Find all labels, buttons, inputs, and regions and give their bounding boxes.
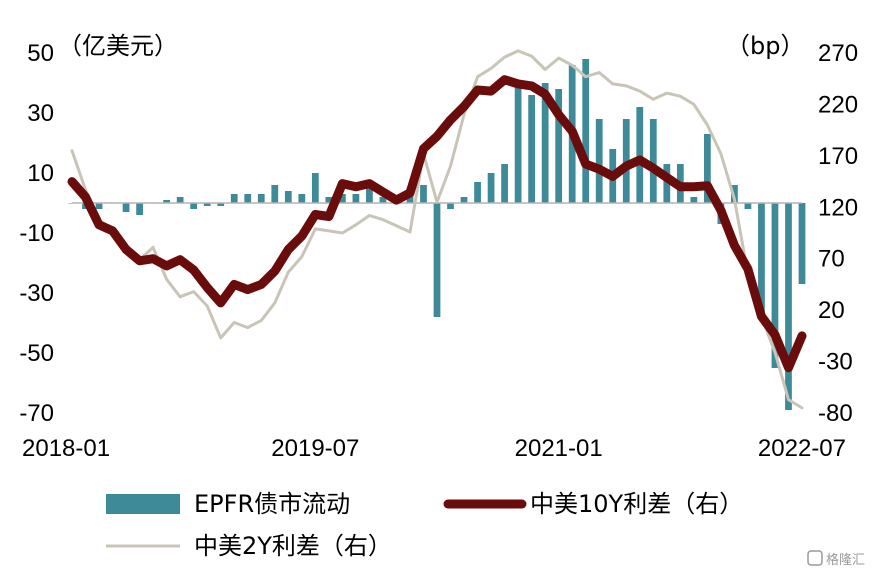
- x-tick-label: 2021-01: [515, 435, 603, 462]
- watermark: 格隆汇: [807, 550, 865, 568]
- epfr-bar: [352, 194, 360, 203]
- x-tick-label: 2022-07: [758, 435, 846, 462]
- legend-item-2y: 中美2Y利差（右）: [106, 532, 392, 560]
- right-tick-label: 70: [818, 246, 845, 273]
- right-tick-label: 170: [818, 143, 858, 170]
- left-tick-label: 10: [27, 160, 54, 187]
- right-tick-label: -80: [818, 400, 853, 427]
- left-axis-ticks: 50 30 10 -10 -30 -50 -70: [19, 40, 54, 427]
- legend: EPFR债市流动 中美10Y利差（右） 中美2Y利差（右）: [106, 490, 743, 560]
- legend-label-epfr: EPFR债市流动: [194, 490, 350, 518]
- legend-item-epfr: EPFR债市流动: [106, 490, 350, 518]
- epfr-bar: [541, 83, 549, 203]
- epfr-bar: [785, 203, 792, 410]
- epfr-bar: [433, 203, 441, 317]
- epfr-bar: [487, 173, 495, 203]
- right-tick-label: 20: [818, 297, 845, 324]
- epfr-bar: [514, 83, 522, 203]
- legend-label-2y: 中美2Y利差（右）: [194, 532, 392, 560]
- epfr-bar: [95, 203, 103, 209]
- epfr-bar: [122, 203, 130, 212]
- legend-swatch-epfr: [106, 494, 180, 514]
- right-tick-label: 120: [818, 194, 858, 221]
- spread-10y-line: [67, 75, 807, 373]
- epfr-bar: [744, 203, 752, 209]
- spread-2y-line: [70, 49, 804, 410]
- epfr-bar: [636, 107, 644, 203]
- right-axis-ticks: 270 220 170 120 70 20 -30 -80: [818, 40, 858, 427]
- epfr-bar: [447, 203, 454, 209]
- epfr-bar-series: [68, 59, 806, 410]
- legend-label-10y: 中美10Y利差（右）: [530, 490, 743, 518]
- epfr-bar: [230, 194, 238, 203]
- epfr-bar: [271, 185, 279, 203]
- epfr-bar: [163, 200, 171, 203]
- epfr-bar: [758, 203, 765, 317]
- epfr-bar: [284, 191, 292, 203]
- epfr-bar: [595, 119, 603, 203]
- x-axis-ticks: 2018-01 2019-07 2021-01 2022-07: [22, 435, 846, 462]
- right-tick-label: 270: [818, 40, 858, 67]
- epfr-bar: [244, 194, 252, 203]
- epfr-bar: [379, 197, 387, 203]
- epfr-bar: [501, 164, 508, 203]
- epfr-bar: [203, 203, 211, 206]
- right-tick-label: -30: [818, 349, 853, 376]
- left-tick-label: -30: [19, 280, 54, 307]
- epfr-bar: [366, 182, 373, 203]
- epfr-bar: [136, 203, 143, 215]
- left-tick-label: -50: [19, 340, 54, 367]
- epfr-bar: [460, 197, 468, 203]
- epfr-bar: [190, 203, 198, 209]
- x-tick-label: 2019-07: [271, 435, 359, 462]
- epfr-bar: [771, 203, 779, 368]
- right-tick-label: 220: [818, 91, 858, 118]
- epfr-bar: [555, 89, 563, 203]
- epfr-bar: [298, 194, 306, 203]
- epfr-bar: [474, 182, 481, 203]
- epfr-bar: [325, 197, 333, 203]
- x-tick-label: 2018-01: [22, 435, 110, 462]
- watermark-text: 格隆汇: [826, 552, 865, 568]
- epfr-bar: [582, 59, 590, 203]
- left-tick-label: 50: [27, 40, 54, 67]
- epfr-bar: [649, 119, 657, 203]
- epfr-bar: [690, 197, 698, 203]
- epfr-bar: [663, 164, 671, 203]
- epfr-bar: [311, 173, 319, 203]
- left-axis-unit: （亿美元）: [58, 32, 178, 60]
- epfr-bar: [798, 203, 806, 284]
- spread-line-series: [67, 49, 807, 410]
- epfr-bar: [176, 197, 184, 203]
- epfr-bar: [420, 185, 427, 203]
- legend-item-10y: 中美10Y利差（右）: [443, 490, 743, 518]
- epfr-bar: [338, 194, 346, 203]
- epfr-bar: [622, 119, 630, 203]
- right-axis-unit: （bp）: [726, 32, 804, 60]
- epfr-bar: [257, 194, 265, 203]
- epfr-bar: [703, 134, 711, 203]
- left-tick-label: 30: [27, 100, 54, 127]
- epfr-bar: [217, 203, 225, 206]
- epfr-bar: [528, 95, 536, 203]
- watermark-logo-icon: [807, 550, 823, 566]
- left-tick-label: -10: [19, 220, 54, 247]
- left-tick-label: -70: [19, 400, 54, 427]
